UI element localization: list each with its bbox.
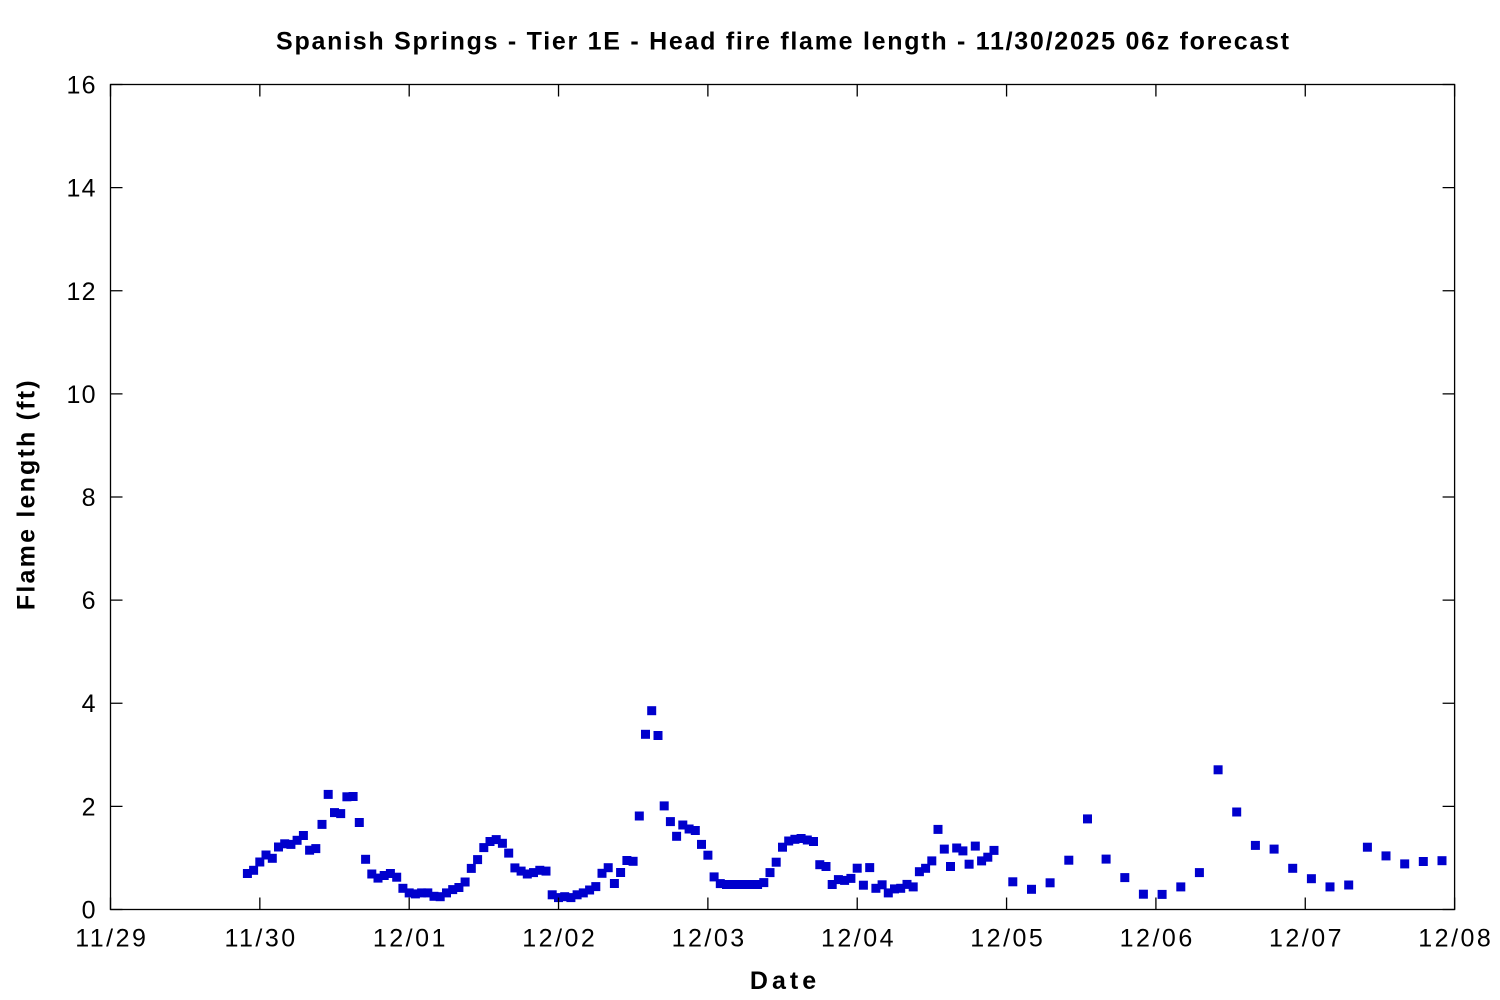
svg-text:Spanish Springs - Tier 1E - He: Spanish Springs - Tier 1E - Head fire fl… <box>276 28 1291 56</box>
svg-text:4: 4 <box>82 690 97 718</box>
svg-text:12/02: 12/02 <box>522 925 597 953</box>
svg-text:12/04: 12/04 <box>821 925 896 953</box>
svg-text:12/06: 12/06 <box>1120 925 1195 953</box>
svg-text:10: 10 <box>66 381 96 409</box>
svg-text:12/05: 12/05 <box>970 925 1045 953</box>
svg-text:12/03: 12/03 <box>672 925 747 953</box>
svg-text:6: 6 <box>82 587 97 615</box>
svg-text:Date: Date <box>750 967 820 995</box>
svg-text:11/30: 11/30 <box>224 925 297 953</box>
svg-text:11/29: 11/29 <box>75 925 148 953</box>
svg-text:8: 8 <box>82 484 97 512</box>
svg-text:2: 2 <box>82 793 97 821</box>
svg-text:14: 14 <box>66 175 96 203</box>
svg-text:12/01: 12/01 <box>373 925 448 953</box>
svg-text:12/08: 12/08 <box>1418 925 1493 953</box>
svg-text:Flame length (ft): Flame length (ft) <box>13 378 41 610</box>
svg-text:16: 16 <box>66 72 96 100</box>
svg-text:12: 12 <box>66 278 96 306</box>
svg-text:12/07: 12/07 <box>1269 925 1344 953</box>
svg-text:0: 0 <box>82 897 97 925</box>
